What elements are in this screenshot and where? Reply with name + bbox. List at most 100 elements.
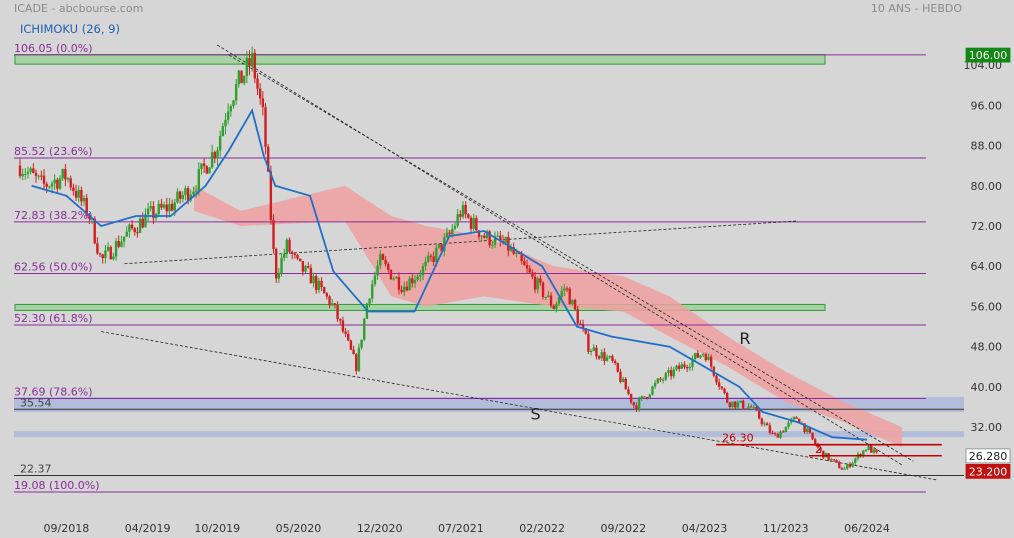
fib-label-4: 52.30 (61.8%) xyxy=(14,312,93,325)
support-zone-3 xyxy=(14,431,964,438)
candle-body xyxy=(525,265,529,269)
candle-body xyxy=(373,275,377,285)
candle-body xyxy=(798,418,801,424)
candle-body xyxy=(282,254,286,258)
candle-body xyxy=(643,396,646,398)
candle-body xyxy=(651,386,654,395)
candle-body xyxy=(613,360,617,363)
candle-body xyxy=(331,303,334,306)
y-tick-label: 56.00 xyxy=(971,300,1003,313)
candle-body xyxy=(341,320,345,332)
candle-body xyxy=(669,370,673,377)
candle-body xyxy=(771,432,774,434)
candle-body xyxy=(611,356,614,361)
candle-body xyxy=(277,273,281,279)
candle-body xyxy=(680,364,684,369)
candle-body xyxy=(531,272,534,277)
candle-body xyxy=(563,288,566,291)
candle-body xyxy=(293,253,297,255)
candle-body xyxy=(384,259,387,264)
candle-body xyxy=(760,418,764,425)
candle-body xyxy=(392,278,395,280)
candle-body xyxy=(114,240,118,257)
candle-body xyxy=(64,168,67,180)
candle-body xyxy=(141,218,144,228)
candle-body xyxy=(571,299,574,305)
candle-body xyxy=(34,172,38,176)
candle-body xyxy=(136,232,139,234)
candle-body xyxy=(106,246,110,251)
candle-body xyxy=(432,256,435,263)
candle-body xyxy=(304,266,307,272)
candle-body xyxy=(109,246,112,260)
candle-body xyxy=(74,191,78,198)
candle-body xyxy=(357,347,361,371)
fib-label-1: 85.52 (23.6%) xyxy=(14,145,93,158)
candle-body xyxy=(400,289,403,292)
candle-body xyxy=(659,378,662,380)
support-label-1: 2 xyxy=(815,443,822,456)
candle-body xyxy=(173,202,176,211)
candle-body xyxy=(822,450,825,458)
x-tick-label: 05/2020 xyxy=(276,522,322,535)
candle-body xyxy=(656,378,659,383)
candle-body xyxy=(149,206,152,209)
candle-body xyxy=(632,402,635,406)
candle-body xyxy=(189,194,192,201)
candle-body xyxy=(720,386,724,389)
candle-body xyxy=(157,203,160,215)
candle-body xyxy=(403,286,406,292)
candle-body xyxy=(784,426,788,433)
candle-body xyxy=(301,260,305,272)
candle-body xyxy=(69,178,72,188)
candle-body xyxy=(363,318,366,340)
candle-body xyxy=(379,254,382,266)
candle-body xyxy=(747,406,750,409)
candle-body xyxy=(485,231,489,238)
candle-body xyxy=(333,303,337,306)
candle-body xyxy=(835,460,838,463)
candle-body xyxy=(723,388,726,393)
candle-body xyxy=(467,214,470,218)
candle-body xyxy=(443,237,446,252)
candle-body xyxy=(125,231,128,237)
candle-body xyxy=(360,339,363,348)
candle-body xyxy=(165,204,168,212)
candle-body xyxy=(371,284,374,299)
candle-body xyxy=(194,190,198,192)
candle-body xyxy=(101,254,104,259)
candle-body xyxy=(98,253,102,255)
candle-body xyxy=(405,286,409,291)
candle-body xyxy=(725,392,729,403)
candle-body xyxy=(138,218,142,233)
candle-body xyxy=(347,333,350,341)
candle-body xyxy=(736,402,740,408)
candle-body xyxy=(429,255,433,257)
trendline-1 xyxy=(228,54,914,462)
candle-body xyxy=(104,250,107,259)
candle-body xyxy=(717,382,721,387)
candle-body xyxy=(253,52,257,79)
candle-body xyxy=(221,126,225,137)
candle-body xyxy=(846,463,849,469)
candle-body xyxy=(528,268,531,273)
candle-body xyxy=(413,279,417,284)
candle-body xyxy=(848,463,852,467)
candle-body xyxy=(763,423,766,425)
y-tick-label: 48.00 xyxy=(971,341,1003,354)
candle-body xyxy=(312,276,315,284)
candle-body xyxy=(250,52,254,67)
candle-body xyxy=(96,243,99,254)
candle-body xyxy=(709,356,713,367)
candle-body xyxy=(274,248,278,279)
candle-body xyxy=(517,252,521,254)
candle-body xyxy=(320,280,323,288)
candle-body xyxy=(608,356,611,358)
candle-body xyxy=(731,401,734,407)
candle-body xyxy=(491,244,494,246)
candle-body xyxy=(806,428,809,432)
candle-body xyxy=(587,333,590,352)
candle-body xyxy=(368,298,371,304)
candle-body xyxy=(792,417,796,420)
